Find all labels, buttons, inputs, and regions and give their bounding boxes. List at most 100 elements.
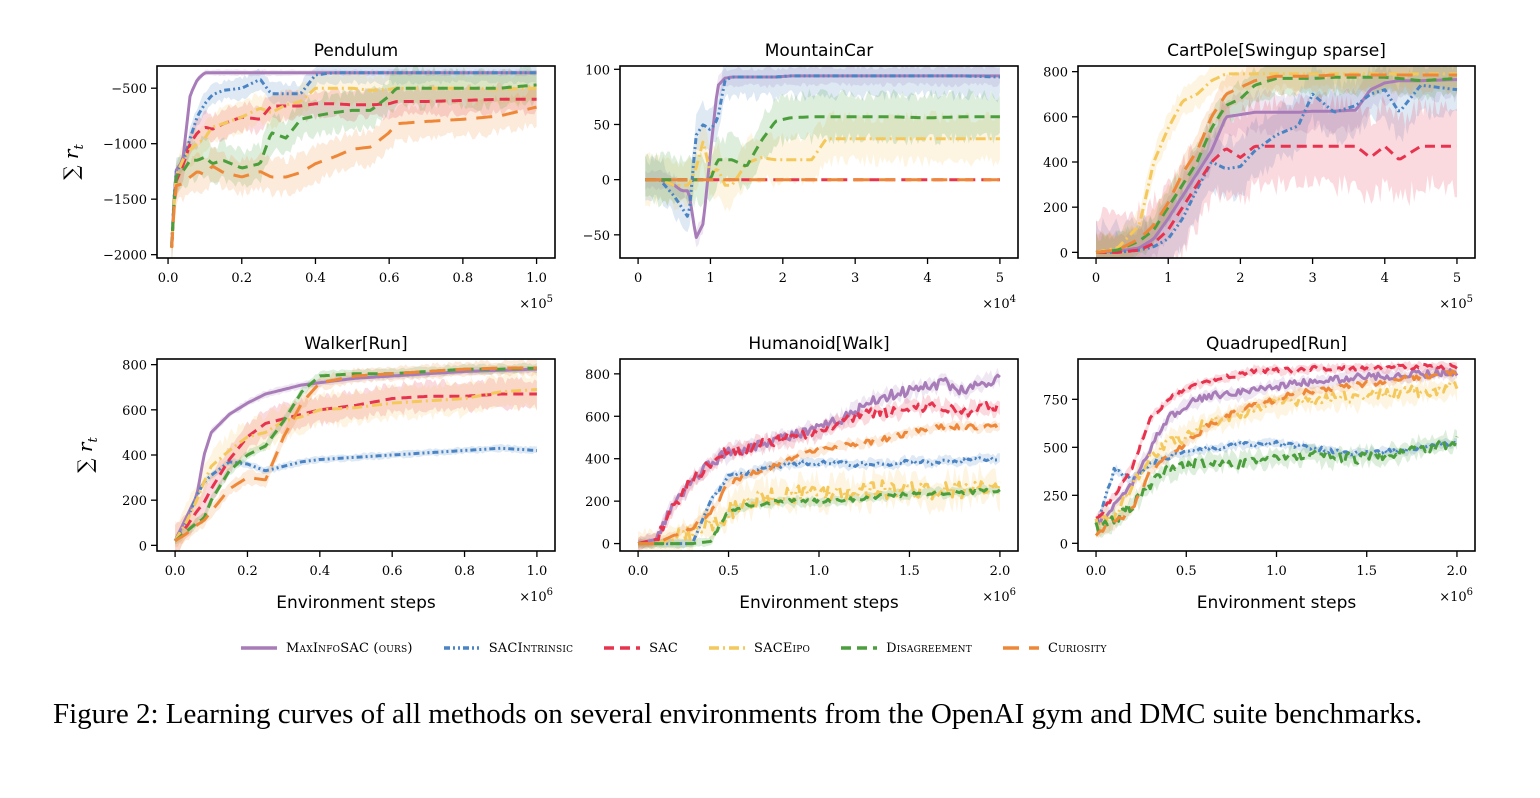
x-tick-label: 0 xyxy=(634,271,642,286)
band-curiosity xyxy=(171,88,537,258)
x-tick-label: 4 xyxy=(1381,271,1389,286)
legend-swatch xyxy=(241,646,277,650)
y-tick-label: 200 xyxy=(1043,201,1068,216)
line-curiosity xyxy=(174,366,537,543)
y-tick-label: 50 xyxy=(593,118,610,133)
subplot-title: Walker[Run] xyxy=(304,334,407,354)
x-tick-label: 0.8 xyxy=(454,564,475,579)
plot-area xyxy=(170,66,537,258)
line-disagreement xyxy=(645,115,1000,182)
subplot-pendulum: 0.0 0.2 0.4 0.6 0.8 1.0 −2000 −1500 −1000 −500 Pen… xyxy=(59,41,556,312)
line-curiosity xyxy=(638,423,1002,546)
y-tick-label: 0 xyxy=(602,538,610,553)
y-tick-label: 200 xyxy=(122,494,147,509)
x-tick-label: 4 xyxy=(923,271,931,286)
line-disagreement xyxy=(1094,436,1459,533)
band-sac xyxy=(1096,93,1457,258)
subplot-title: Quadruped[Run] xyxy=(1206,334,1347,354)
band-disagreement xyxy=(1096,66,1457,258)
plot-area xyxy=(645,66,1000,248)
x-tick-label: 0.8 xyxy=(453,271,474,286)
band-saceipo xyxy=(1096,373,1457,538)
line-maxinfosac xyxy=(637,373,1001,546)
x-tick-label: 5 xyxy=(1453,271,1461,286)
y-tick-label: 600 xyxy=(585,410,610,425)
x-tick-label: 1 xyxy=(1164,271,1172,286)
x-axis-label: Environment steps xyxy=(276,593,436,613)
subplot-cartpole-swingup-sparse-: 0 1 2 3 4 5 0 200 400 600 800 CartPole[Swingup spar… xyxy=(1043,41,1476,312)
x-tick-label: 0.5 xyxy=(718,564,739,579)
subplot-title: MountainCar xyxy=(765,41,873,61)
y-tick-label: −50 xyxy=(583,229,610,244)
band-curiosity xyxy=(1096,367,1457,538)
x-tick-label: 0.4 xyxy=(305,271,326,286)
line-saceipo xyxy=(173,388,537,542)
legend-item-sacintrinsic: SACIntrinsic xyxy=(443,641,573,656)
band-saceipo xyxy=(638,462,1000,551)
legend-swatch xyxy=(443,646,480,650)
y-tick-label: 0 xyxy=(602,174,610,189)
line-sac xyxy=(173,392,537,542)
line-sacintrinsic xyxy=(170,71,537,244)
plot-area xyxy=(1094,360,1459,539)
legend-label: Curiosity xyxy=(1047,640,1107,656)
x-tick-label: 0.2 xyxy=(237,564,258,579)
x-multiplier: ×104 xyxy=(982,294,1016,312)
subplot-walker-run-: 0.0 0.2 0.4 0.6 0.8 1.0 0 200 400 600 800 Walker[Ru… xyxy=(73,334,556,613)
axes-frame xyxy=(619,65,1019,259)
y-tick-label: −1000 xyxy=(103,138,147,153)
legend-item-disagreement: Disagreement xyxy=(840,641,972,656)
subplot-title: Pendulum xyxy=(314,41,399,61)
line-disagreement xyxy=(1095,75,1458,254)
x-tick-label: 0.0 xyxy=(1086,564,1107,579)
x-tick-label: 0.6 xyxy=(379,271,400,286)
y-tick-label: 800 xyxy=(1043,66,1068,81)
axes-frame xyxy=(156,65,556,259)
x-tick-label: 2.0 xyxy=(1447,564,1468,579)
legend-swatch xyxy=(709,646,745,650)
x-tick-label: 1.0 xyxy=(809,564,830,579)
line-sacintrinsic xyxy=(1096,83,1458,254)
x-tick-label: 2.0 xyxy=(990,564,1011,579)
line-saceipo xyxy=(1094,379,1459,530)
y-tick-label: −1500 xyxy=(103,193,147,208)
line-maxinfosac xyxy=(1095,78,1457,254)
x-tick-label: 0.0 xyxy=(158,271,179,286)
legend-item-maxinfosac: MaxInfoSAC (ours) xyxy=(240,641,413,656)
x-multiplier: ×106 xyxy=(1439,587,1473,605)
band-sac xyxy=(175,376,537,551)
band-sacintrinsic xyxy=(1096,66,1457,258)
band-sacintrinsic xyxy=(645,66,1000,233)
legend-item-curiosity: Curiosity xyxy=(1002,641,1107,656)
y-tick-label: 400 xyxy=(122,449,147,464)
y-tick-label: −500 xyxy=(111,82,147,97)
band-maxinfosac xyxy=(1096,363,1457,531)
y-tick-label: 250 xyxy=(1043,489,1068,504)
x-axis-label: Environment steps xyxy=(739,593,899,613)
y-tick-label: 600 xyxy=(1043,111,1068,126)
legend-label: SAC xyxy=(649,640,678,656)
x-tick-label: 0.5 xyxy=(1176,564,1197,579)
line-sacintrinsic xyxy=(173,446,538,542)
y-axis-label: ∑ rt xyxy=(73,437,101,473)
band-curiosity xyxy=(1096,66,1457,258)
x-tick-label: 1.5 xyxy=(1356,564,1377,579)
y-tick-label: 400 xyxy=(1043,156,1068,171)
band-saceipo xyxy=(175,370,537,551)
band-maxinfosac xyxy=(638,367,1000,551)
legend-label: SACIntrinsic xyxy=(488,640,574,656)
line-sacintrinsic xyxy=(638,456,1001,546)
line-disagreement xyxy=(174,366,537,542)
legend-swatch xyxy=(841,646,878,650)
x-tick-label: 1.5 xyxy=(899,564,920,579)
line-saceipo xyxy=(638,478,1002,546)
legend-label: MaxInfoSAC (ours) xyxy=(286,640,413,656)
y-tick-label: 600 xyxy=(122,404,147,419)
legend-item-sac: SAC xyxy=(603,641,678,656)
line-maxinfosac xyxy=(1094,367,1459,526)
line-disagreement xyxy=(170,83,537,247)
y-tick-label: 0 xyxy=(139,539,147,554)
x-tick-label: 1 xyxy=(706,271,714,286)
figure: 0.0 0.2 0.4 0.6 0.8 1.0−2000−1500−1000−500Pen… xyxy=(59,41,1476,613)
x-tick-label: 3 xyxy=(851,271,859,286)
